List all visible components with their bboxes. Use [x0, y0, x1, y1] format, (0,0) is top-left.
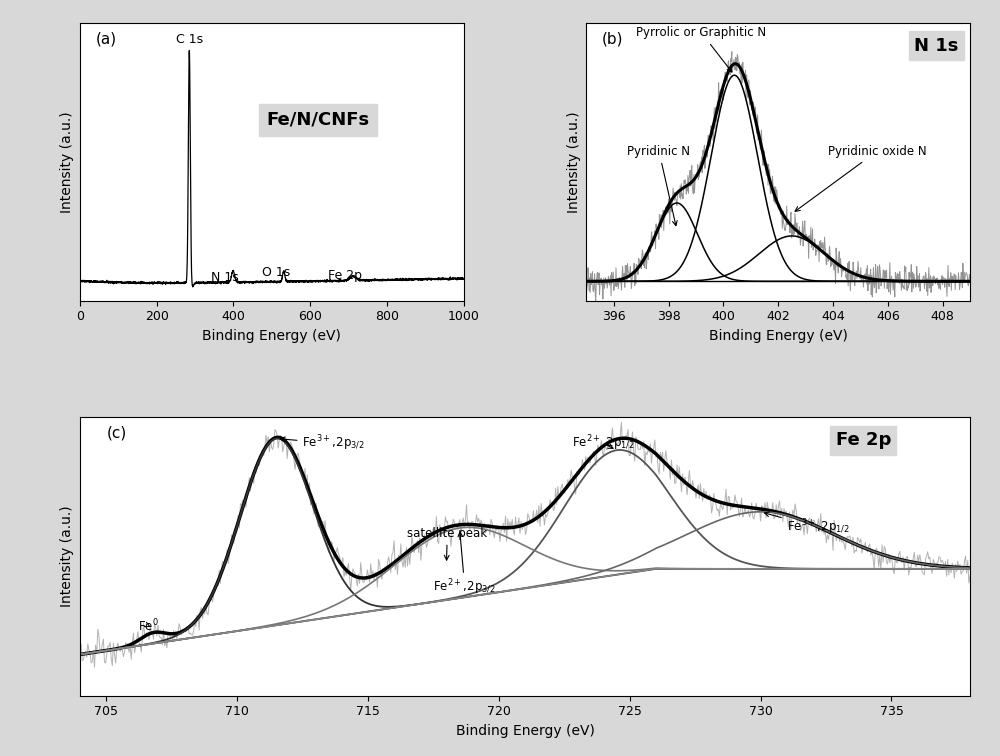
Text: Fe$^{3+}$,2p$_{3/2}$: Fe$^{3+}$,2p$_{3/2}$: [280, 434, 365, 453]
Text: Fe$^{3+}$,2p$_{1/2}$: Fe$^{3+}$,2p$_{1/2}$: [764, 512, 850, 538]
Y-axis label: Intensity (a.u.): Intensity (a.u.): [567, 111, 581, 212]
Y-axis label: Intensity (a.u.): Intensity (a.u.): [60, 111, 74, 212]
X-axis label: Binding Energy (eV): Binding Energy (eV): [202, 329, 341, 343]
Text: Fe/N/CNFs: Fe/N/CNFs: [266, 111, 369, 129]
Text: Fe$^{2+}$,2p$_{1/2}$: Fe$^{2+}$,2p$_{1/2}$: [572, 434, 635, 453]
X-axis label: Binding Energy (eV): Binding Energy (eV): [709, 329, 848, 343]
Text: satellite peak: satellite peak: [407, 527, 487, 560]
Text: Fe 2p: Fe 2p: [836, 432, 891, 449]
Text: Fe 2p: Fe 2p: [328, 269, 362, 282]
X-axis label: Binding Energy (eV): Binding Energy (eV): [456, 723, 594, 738]
Text: Pyrrolic or Graphitic N: Pyrrolic or Graphitic N: [636, 26, 767, 72]
Text: N 1s: N 1s: [914, 36, 958, 54]
Text: (b): (b): [602, 31, 623, 46]
Text: Fe$^{0}$: Fe$^{0}$: [138, 618, 158, 634]
Text: Pyridinic oxide N: Pyridinic oxide N: [795, 145, 926, 212]
Y-axis label: Intensity (a.u.): Intensity (a.u.): [60, 506, 74, 607]
Text: (c): (c): [107, 426, 127, 441]
Text: O 1s: O 1s: [262, 266, 290, 279]
Text: (a): (a): [95, 31, 116, 46]
Text: Pyridinic N: Pyridinic N: [627, 145, 690, 225]
Text: Fe$^{2+}$,2p$_{3/2}$: Fe$^{2+}$,2p$_{3/2}$: [433, 532, 496, 597]
Text: N 1s: N 1s: [211, 271, 239, 284]
Text: C 1s: C 1s: [176, 33, 203, 46]
